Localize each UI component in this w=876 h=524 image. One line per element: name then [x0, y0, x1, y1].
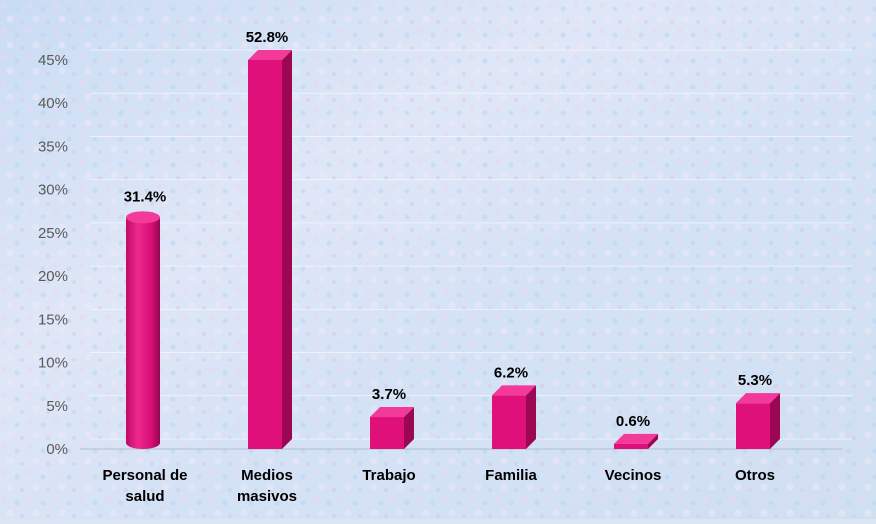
- bar-side: [770, 393, 780, 449]
- x-tick-label: Medios: [241, 467, 293, 484]
- data-label: 5.3%: [738, 372, 772, 389]
- bar-side: [526, 385, 536, 449]
- gridlines: [90, 49, 852, 440]
- labels: 31.4% Personal de salud 52.8% Medios masivos 3…: [102, 29, 775, 505]
- data-label: 0.6%: [616, 413, 650, 430]
- bar-top: [736, 393, 780, 404]
- bar-side: [282, 50, 292, 449]
- y-tick-label: 40%: [38, 95, 68, 112]
- axes: 0% 5% 10% 15% 20% 25% 30% 35% 40% 45%: [38, 52, 842, 458]
- data-label: 31.4%: [124, 188, 167, 205]
- y-tick-label: 20%: [38, 268, 68, 285]
- bar: [614, 443, 648, 449]
- x-tick-label: Personal de: [102, 467, 187, 484]
- x-tick-label: Familia: [485, 467, 537, 484]
- y-tick-label: 45%: [38, 52, 68, 69]
- y-tick-label: 15%: [38, 311, 68, 328]
- y-tick-label: 5%: [46, 398, 68, 415]
- bar-top: [248, 50, 292, 60]
- bar-side: [404, 407, 414, 449]
- bar: [126, 217, 160, 449]
- data-label: 3.7%: [372, 386, 406, 403]
- bar-side: [648, 433, 658, 449]
- bar: [248, 60, 282, 449]
- bar: [492, 395, 526, 449]
- y-tick-label: 10%: [38, 355, 68, 372]
- y-tick-label: 25%: [38, 225, 68, 242]
- data-label: 52.8%: [246, 29, 289, 46]
- x-tick-label: Otros: [735, 467, 775, 484]
- bar: [370, 417, 404, 449]
- bar-top: [492, 385, 536, 396]
- y-tick-label: 0%: [46, 441, 68, 458]
- x-tick-label: salud: [125, 488, 164, 505]
- bars: [126, 50, 780, 449]
- bar-top: [370, 407, 414, 418]
- bar: [736, 403, 770, 449]
- y-tick-label: 30%: [38, 182, 68, 199]
- data-label: 6.2%: [494, 364, 528, 381]
- x-tick-label: Trabajo: [362, 467, 415, 484]
- x-tick-label: masivos: [237, 488, 297, 505]
- x-tick-label: Vecinos: [605, 467, 662, 484]
- bar-top: [614, 433, 658, 444]
- y-tick-label: 35%: [38, 138, 68, 155]
- bar-top: [126, 211, 160, 224]
